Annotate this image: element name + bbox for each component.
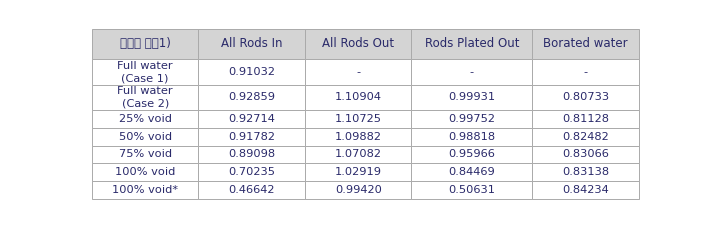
- Text: 0.84234: 0.84234: [563, 185, 609, 195]
- Text: 1.02919: 1.02919: [334, 167, 381, 177]
- Text: 0.99752: 0.99752: [448, 114, 496, 124]
- Bar: [411, 163, 533, 181]
- Bar: [305, 146, 411, 163]
- Bar: [92, 128, 198, 146]
- Bar: [411, 110, 533, 128]
- Bar: [533, 128, 639, 146]
- Bar: [92, 146, 198, 163]
- Bar: [411, 128, 533, 146]
- Text: 0.82482: 0.82482: [563, 132, 609, 142]
- Text: 75% void: 75% void: [118, 149, 172, 159]
- Bar: [305, 59, 411, 85]
- Bar: [411, 181, 533, 198]
- Text: 1.07082: 1.07082: [334, 149, 381, 159]
- Text: 0.99931: 0.99931: [448, 92, 496, 102]
- Text: 0.83066: 0.83066: [563, 149, 609, 159]
- Text: 1.10725: 1.10725: [334, 114, 381, 124]
- Bar: [411, 29, 533, 59]
- Bar: [305, 181, 411, 198]
- Bar: [198, 110, 305, 128]
- Bar: [305, 163, 411, 181]
- Text: 100% void: 100% void: [115, 167, 175, 177]
- Bar: [92, 181, 198, 198]
- Bar: [533, 146, 639, 163]
- Text: Borated water: Borated water: [543, 37, 628, 50]
- Bar: [92, 29, 198, 59]
- Text: Full water
(Case 2): Full water (Case 2): [118, 86, 173, 109]
- Text: 1.10904: 1.10904: [334, 92, 381, 102]
- Bar: [92, 59, 198, 85]
- Text: 0.91782: 0.91782: [228, 132, 275, 142]
- Text: All Rods In: All Rods In: [221, 37, 282, 50]
- Text: 0.91032: 0.91032: [228, 67, 275, 77]
- Text: 0.83138: 0.83138: [562, 167, 609, 177]
- Text: 25% void: 25% void: [118, 114, 172, 124]
- Text: 0.80733: 0.80733: [562, 92, 609, 102]
- Bar: [533, 29, 639, 59]
- Text: 0.89098: 0.89098: [228, 149, 275, 159]
- Text: -: -: [356, 67, 360, 77]
- Bar: [305, 85, 411, 110]
- Text: -: -: [584, 67, 588, 77]
- Bar: [198, 146, 305, 163]
- Bar: [305, 110, 411, 128]
- Bar: [198, 29, 305, 59]
- Bar: [533, 181, 639, 198]
- Bar: [305, 29, 411, 59]
- Text: 0.92859: 0.92859: [228, 92, 275, 102]
- Text: 냉각수 조건1): 냉각수 조건1): [120, 37, 170, 50]
- Bar: [533, 163, 639, 181]
- Bar: [533, 59, 639, 85]
- Text: 0.81128: 0.81128: [562, 114, 609, 124]
- Text: Rods Plated Out: Rods Plated Out: [425, 37, 519, 50]
- Bar: [198, 163, 305, 181]
- Bar: [92, 110, 198, 128]
- Text: 100% void*: 100% void*: [112, 185, 178, 195]
- Text: 0.70235: 0.70235: [228, 167, 275, 177]
- Bar: [92, 163, 198, 181]
- Text: 1.09882: 1.09882: [334, 132, 381, 142]
- Text: All Rods Out: All Rods Out: [322, 37, 394, 50]
- Bar: [92, 85, 198, 110]
- Text: 0.84469: 0.84469: [448, 167, 496, 177]
- Text: 0.99420: 0.99420: [335, 185, 381, 195]
- Text: 0.98818: 0.98818: [448, 132, 496, 142]
- Bar: [533, 85, 639, 110]
- Bar: [198, 181, 305, 198]
- Text: 0.92714: 0.92714: [228, 114, 275, 124]
- Bar: [198, 128, 305, 146]
- Bar: [198, 59, 305, 85]
- Text: -: -: [470, 67, 474, 77]
- Text: 0.95966: 0.95966: [448, 149, 496, 159]
- Bar: [411, 59, 533, 85]
- Bar: [533, 110, 639, 128]
- Text: 0.46642: 0.46642: [228, 185, 275, 195]
- Text: 0.50631: 0.50631: [448, 185, 496, 195]
- Text: 50% void: 50% void: [118, 132, 172, 142]
- Bar: [198, 85, 305, 110]
- Text: Full water
(Case 1): Full water (Case 1): [118, 61, 173, 83]
- Bar: [411, 146, 533, 163]
- Bar: [411, 85, 533, 110]
- Bar: [305, 128, 411, 146]
